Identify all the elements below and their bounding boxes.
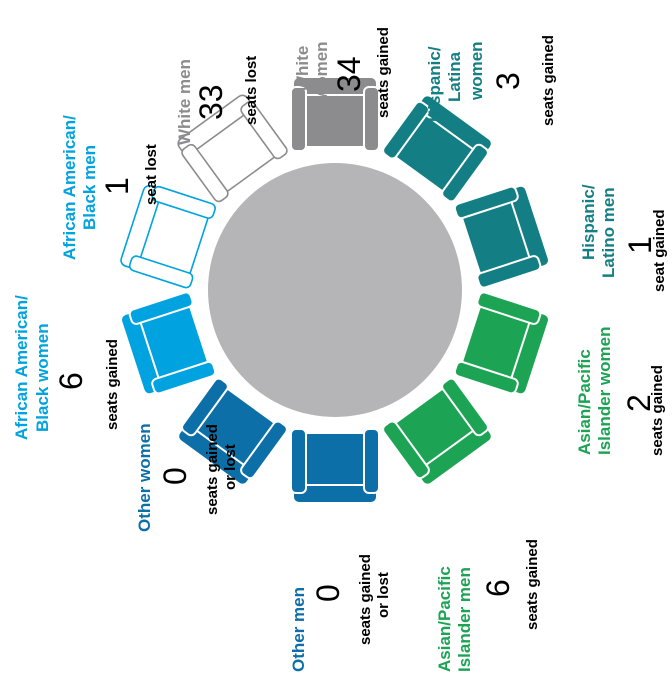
seat-caption: seats lost <box>243 56 260 125</box>
group-name-line1: Asian/Pacific <box>575 349 594 455</box>
seat-count: 33 <box>193 84 229 120</box>
chair-african-american-black-women <box>117 290 218 399</box>
group-name-line1: Asian/Pacific <box>435 566 454 672</box>
group-name: Other men <box>289 587 308 672</box>
seat-count: 6 <box>53 372 89 390</box>
seat-caption-line1: seats gained <box>204 424 221 515</box>
group-name: White men <box>175 59 194 145</box>
label-other-women: Other women 0 seats gained or lost <box>135 423 239 532</box>
chair-hispanic-latino-men <box>452 181 553 290</box>
group-name-line1: White <box>293 46 312 92</box>
seat-caption: seat lost <box>143 144 160 205</box>
label-hispanic-latina-women: Hispanic/ Latina women 3 seats gained <box>425 35 557 126</box>
seat-count: 2 <box>621 394 657 412</box>
seat-caption: seats gained <box>375 27 392 118</box>
seat-count: 3 <box>490 72 526 90</box>
seat-count: 34 <box>331 56 367 92</box>
round-table <box>208 163 462 417</box>
group-name-line1: Hispanic/ <box>579 184 598 260</box>
group-name-line2: Latina <box>445 51 464 102</box>
seat-caption: seats gained <box>649 365 666 456</box>
label-asian-pacific-islander-men: Asian/Pacific Islander men 6 seats gaine… <box>435 539 541 672</box>
seat-count: 0 <box>157 467 193 485</box>
label-white-women: White women 34 seats gained <box>293 27 392 118</box>
seat-caption-line2: or lost <box>222 444 239 490</box>
seat-caption: seats gained <box>524 539 541 630</box>
label-african-american-black-men: African American/ Black men 1 seat lost <box>60 115 160 260</box>
group-name-line2: women <box>312 41 331 101</box>
seat-caption: seats gained <box>104 339 121 430</box>
seat-count: 1 <box>99 177 135 195</box>
label-other-men: Other men 0 seats gained or lost <box>289 554 392 672</box>
label-african-american-black-women: African American/ Black women 6 seats ga… <box>12 295 121 440</box>
seat-caption-line2: or lost <box>375 572 392 618</box>
chair-african-american-black-men <box>118 181 218 290</box>
label-white-men: White men 33 seats lost <box>175 56 260 145</box>
chair-other-men <box>290 428 380 504</box>
seat-caption: seats gained <box>540 35 557 126</box>
seat-caption-line1: seats gained <box>357 554 374 645</box>
group-name-line1: African American/ <box>12 295 31 440</box>
seat-count: 6 <box>480 579 516 597</box>
group-name-line2: Black men <box>80 145 99 230</box>
chair-asian-pacific-islander-women <box>452 290 553 399</box>
label-hispanic-latino-men: Hispanic/ Latino men 1 seat gained <box>579 184 668 292</box>
group-name-line1: Hispanic/ <box>425 46 444 122</box>
group-name-line2: Islander women <box>595 327 614 455</box>
group-name-line1: African American/ <box>60 115 79 260</box>
group-name: Other women <box>135 423 154 532</box>
label-asian-pacific-islander-women: Asian/Pacific Islander women 2 seats gai… <box>575 327 666 456</box>
group-name-line2: Latino men <box>599 187 618 278</box>
group-name-line2: Black women <box>33 323 52 432</box>
seat-count: 0 <box>310 584 346 602</box>
group-name-line3: women <box>467 41 486 101</box>
seat-count: 1 <box>622 236 658 254</box>
seat-caption: seat gained <box>651 209 668 292</box>
group-name-line2: Islander men <box>455 567 474 672</box>
